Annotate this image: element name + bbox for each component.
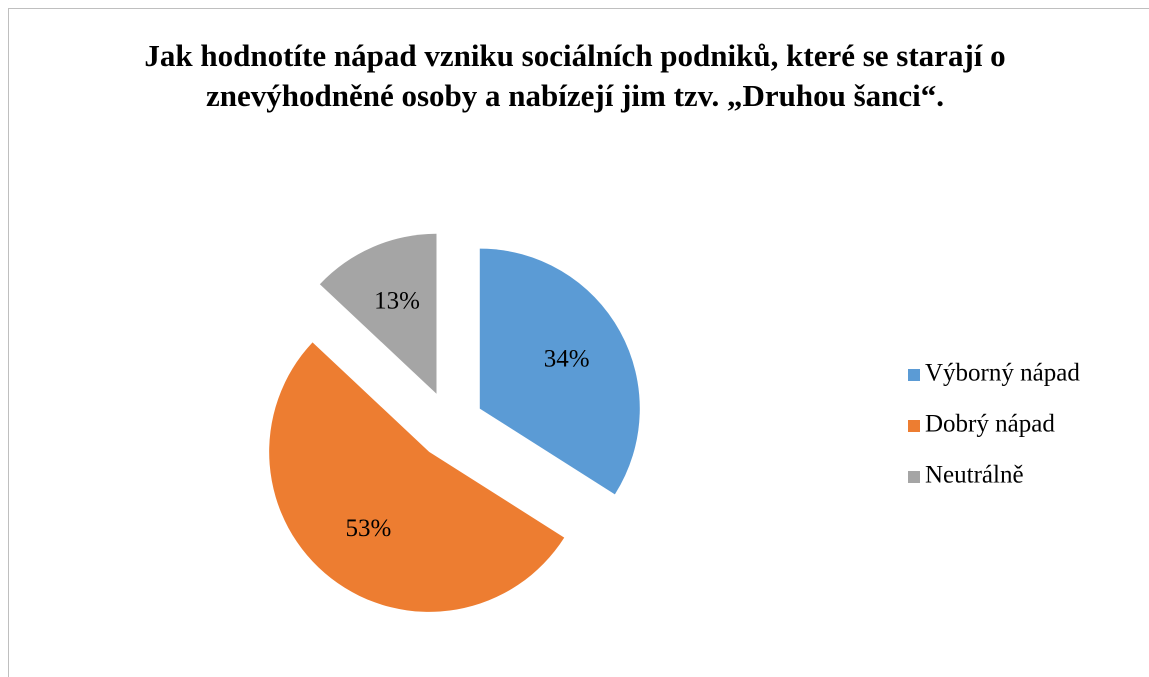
legend-swatch — [908, 369, 920, 381]
legend-label: Výborný nápad — [925, 360, 1080, 387]
data-label: 53% — [345, 515, 391, 542]
data-label: 34% — [544, 346, 590, 373]
legend-label: Dobrý nápad — [925, 411, 1055, 438]
legend-label: Neutrálně — [925, 462, 1024, 489]
pie-slice — [479, 248, 640, 495]
data-label: 13% — [374, 287, 420, 314]
pie-slice — [319, 233, 437, 394]
pie-slice — [269, 342, 565, 612]
legend-swatch — [908, 420, 920, 432]
legend-swatch — [908, 471, 920, 483]
chart-title: Jak hodnotíte nápad vzniku sociálních po… — [144, 38, 1006, 113]
